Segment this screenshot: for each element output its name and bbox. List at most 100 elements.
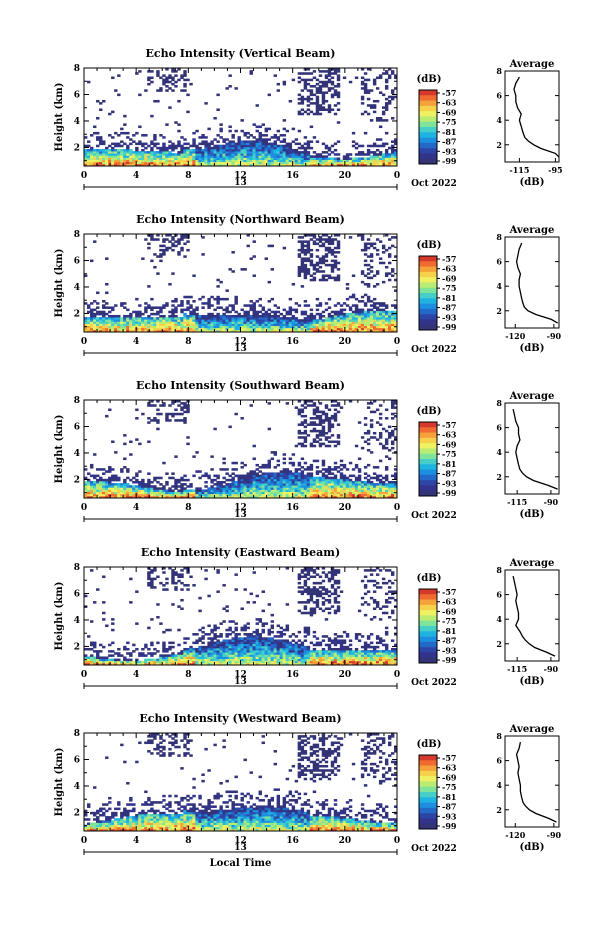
y-tick-label: 6 bbox=[74, 256, 80, 266]
heatmap-cell bbox=[123, 148, 127, 152]
heatmap-cell bbox=[246, 131, 250, 135]
average-y-tick-label: 2 bbox=[496, 306, 502, 316]
heatmap-cell bbox=[303, 142, 308, 146]
heatmap-cell bbox=[390, 155, 395, 158]
colorbar-unit: (dB) bbox=[417, 406, 442, 417]
heatmap-cell bbox=[273, 491, 278, 495]
heatmap-cell bbox=[303, 406, 308, 409]
x-tick-label: 4 bbox=[133, 171, 139, 181]
heatmap-cell bbox=[291, 453, 296, 456]
heatmap-cell bbox=[132, 329, 136, 333]
heatmap-cell bbox=[114, 487, 118, 490]
heatmap-cell bbox=[216, 314, 220, 318]
heatmap-cell bbox=[249, 491, 253, 495]
heatmap-cell bbox=[309, 468, 314, 471]
heatmap-cell bbox=[210, 148, 214, 152]
heatmap-cell bbox=[207, 493, 211, 497]
heatmap-cell bbox=[201, 155, 205, 158]
heatmap-cell bbox=[369, 151, 374, 154]
heatmap-cell bbox=[111, 148, 115, 152]
heatmap-cell bbox=[255, 104, 259, 107]
y-axis-label: Height (km) bbox=[54, 83, 65, 152]
heatmap-cell bbox=[264, 142, 268, 146]
heatmap-cell bbox=[186, 637, 190, 640]
heatmap-cell bbox=[303, 97, 308, 101]
heatmap-cell bbox=[372, 493, 377, 497]
heatmap-cell bbox=[219, 306, 223, 309]
heatmap-cell bbox=[234, 412, 238, 416]
heatmap-cell bbox=[150, 259, 154, 263]
heatmap-cell bbox=[261, 163, 265, 167]
heatmap-cell bbox=[339, 406, 344, 409]
heatmap-cell bbox=[333, 89, 338, 92]
heatmap-cell bbox=[201, 321, 205, 324]
heatmap-cell bbox=[312, 112, 317, 116]
heatmap-cell bbox=[312, 412, 317, 416]
heatmap-cell bbox=[120, 140, 124, 143]
heatmap-cell bbox=[300, 72, 305, 75]
heatmap-cell bbox=[327, 478, 332, 482]
heatmap-cell bbox=[183, 421, 187, 424]
heatmap-cell bbox=[174, 660, 178, 664]
heatmap-cell bbox=[102, 491, 106, 495]
average-x-label: (dB) bbox=[520, 343, 545, 354]
heatmap-cell bbox=[357, 310, 362, 314]
heatmap-cell bbox=[342, 491, 347, 495]
heatmap-cell bbox=[387, 489, 392, 493]
heatmap-cell bbox=[366, 487, 371, 490]
heatmap-cell bbox=[105, 478, 109, 482]
heatmap-cell bbox=[228, 425, 232, 429]
heatmap-cell bbox=[186, 300, 190, 303]
heatmap-cell bbox=[390, 442, 395, 446]
heatmap-cell bbox=[186, 148, 190, 152]
heatmap-cell bbox=[240, 151, 244, 154]
heatmap-cell bbox=[156, 325, 160, 329]
heatmap-cell bbox=[333, 157, 338, 161]
heatmap-cell bbox=[291, 159, 296, 163]
heatmap-cell bbox=[93, 662, 97, 666]
heatmap-cell bbox=[219, 493, 223, 497]
heatmap-cell bbox=[240, 161, 244, 165]
heatmap-cell bbox=[156, 163, 160, 167]
heatmap-cell bbox=[222, 317, 226, 320]
colorbar-unit: (dB) bbox=[417, 240, 442, 251]
heatmap-cell bbox=[84, 319, 88, 322]
heatmap-cell bbox=[246, 485, 250, 488]
heatmap-cell bbox=[279, 476, 284, 480]
heatmap-cell bbox=[378, 417, 383, 420]
heatmap-cell bbox=[366, 491, 371, 495]
heatmap-cell bbox=[228, 491, 232, 495]
heatmap-cell bbox=[153, 317, 157, 320]
heatmap-cell bbox=[285, 155, 290, 158]
heatmap-cell bbox=[150, 323, 154, 327]
heatmap-cell bbox=[159, 487, 163, 490]
heatmap-cell bbox=[186, 153, 190, 156]
heatmap-cell bbox=[303, 274, 308, 278]
heatmap-cell bbox=[339, 485, 344, 488]
heatmap-cell bbox=[201, 474, 205, 478]
heatmap-cell bbox=[381, 261, 386, 265]
heatmap-cell bbox=[327, 436, 332, 439]
heatmap-cell bbox=[132, 491, 136, 495]
heatmap-cell bbox=[177, 656, 181, 660]
heatmap-cell bbox=[384, 429, 389, 433]
heatmap-cell bbox=[351, 157, 356, 161]
heatmap-cell bbox=[384, 306, 389, 309]
heatmap-cell bbox=[180, 153, 184, 156]
heatmap-cell bbox=[123, 155, 127, 158]
heatmap-cell bbox=[366, 463, 371, 467]
heatmap-cell bbox=[336, 82, 341, 86]
heatmap-cell bbox=[387, 487, 392, 490]
heatmap-cell bbox=[378, 323, 383, 327]
heatmap-cell bbox=[186, 325, 190, 329]
heatmap-cell bbox=[324, 414, 329, 418]
heatmap-cell bbox=[390, 440, 395, 444]
heatmap-cell bbox=[306, 144, 311, 148]
heatmap-cell bbox=[261, 495, 265, 499]
heatmap-cell bbox=[87, 656, 91, 660]
heatmap-cell bbox=[330, 493, 335, 497]
heatmap-cell bbox=[162, 584, 166, 587]
heatmap-cell bbox=[189, 325, 193, 329]
heatmap-cell bbox=[216, 159, 220, 163]
heatmap-cell bbox=[336, 329, 341, 333]
